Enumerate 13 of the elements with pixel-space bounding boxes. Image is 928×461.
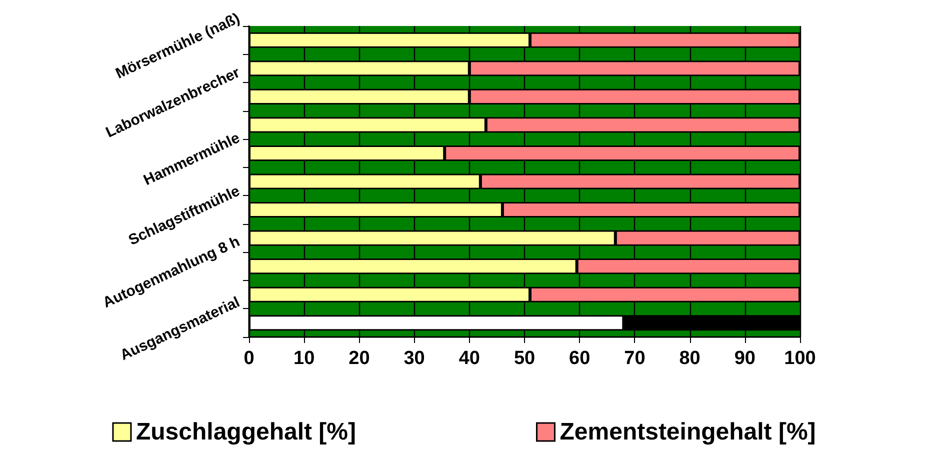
x-tick-label: 60 [569,348,590,369]
x-tick-label: 90 [734,348,756,369]
x-tick-label: 20 [348,348,370,369]
legend-label: Zementsteingehalt [%] [560,418,816,446]
x-tick-label: 10 [294,348,315,369]
x-tick-label: 0 [244,348,254,369]
legend-label: Zuschlaggehalt [%] [136,418,356,446]
x-tick-label: 70 [624,348,646,369]
x-tick-label: 50 [514,348,536,369]
x-tick-label: 40 [458,348,480,369]
x-tick-label: 80 [679,348,700,369]
x-tick-label: 100 [784,348,816,369]
x-tick-label: 30 [404,348,425,369]
